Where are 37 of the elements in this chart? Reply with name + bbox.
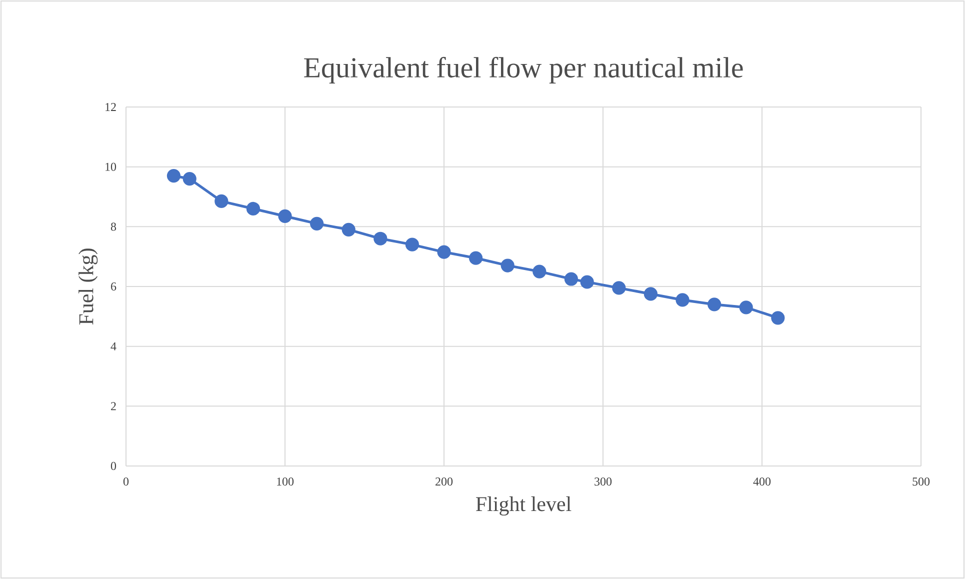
chart-title: Equivalent fuel flow per nautical mile — [304, 56, 743, 84]
x-tick-label: 400 — [753, 478, 771, 486]
y-tick-label: 12 — [106, 103, 116, 111]
y-tick-label: 10 — [106, 162, 116, 171]
point — [580, 275, 594, 289]
point — [437, 245, 451, 259]
y-tick-label: 0 — [110, 462, 116, 470]
x-axis-title: Flight level — [476, 496, 572, 516]
point — [214, 194, 228, 208]
point — [739, 300, 753, 314]
point — [166, 168, 181, 183]
point — [500, 258, 514, 272]
point — [405, 238, 420, 252]
y-tick-label: 4 — [110, 342, 116, 350]
point — [182, 172, 196, 186]
point — [278, 209, 292, 223]
point — [676, 293, 690, 307]
point — [342, 222, 356, 236]
point — [532, 264, 546, 278]
point — [644, 287, 658, 301]
point — [708, 298, 722, 312]
y-axis-title: Fuel (kg) — [78, 248, 98, 325]
y-tick-label: 6 — [111, 282, 116, 291]
point — [310, 216, 324, 230]
point — [564, 272, 578, 286]
x-tick-label: 300 — [594, 478, 612, 486]
point — [771, 311, 785, 325]
point — [246, 202, 260, 216]
x-tick-label: 0 — [123, 478, 129, 486]
point — [374, 232, 388, 246]
x-tick-label: 500 — [912, 478, 930, 486]
point — [612, 281, 626, 295]
y-tick-label: 8 — [110, 222, 116, 231]
x-tick-label: 200 — [436, 478, 453, 486]
y-tick-label: 2 — [111, 402, 116, 410]
point — [469, 251, 483, 265]
x-tick-label: 100 — [277, 478, 294, 486]
